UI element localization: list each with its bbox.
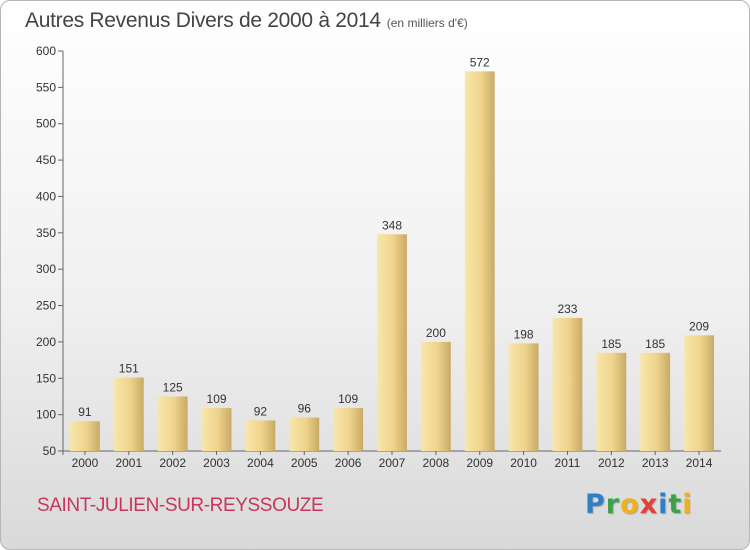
bar-2006 — [333, 408, 364, 451]
value-label-2007: 348 — [382, 218, 402, 232]
bar-2009 — [464, 71, 495, 451]
y-tick-label: 200 — [36, 335, 56, 349]
bar-2011 — [552, 317, 583, 451]
bar-2010 — [508, 343, 539, 451]
x-tick-label-2009: 2009 — [466, 456, 493, 470]
value-label-2002: 125 — [163, 380, 183, 394]
bar-2013 — [640, 352, 671, 451]
x-tick-label-2014: 2014 — [686, 456, 713, 470]
value-label-2011: 233 — [557, 302, 577, 316]
value-label-2010: 198 — [514, 327, 534, 341]
x-tick-label-2013: 2013 — [642, 456, 669, 470]
value-label-2008: 200 — [426, 326, 446, 340]
x-tick-label-2007: 2007 — [379, 456, 406, 470]
chart-title-text: Autres Revenus Divers de 2000 à 2014 — [25, 9, 381, 32]
value-label-2003: 109 — [207, 392, 227, 406]
x-tick-label-2001: 2001 — [115, 456, 142, 470]
bar-2007 — [377, 234, 407, 451]
y-tick-label: 500 — [36, 117, 56, 131]
x-tick-label-2010: 2010 — [510, 456, 537, 470]
chart-title: Autres Revenus Divers de 2000 à 2014 (en … — [25, 9, 468, 33]
y-tick-label: 100 — [36, 408, 56, 422]
y-tick-label: 50 — [43, 444, 57, 458]
value-label-2004: 92 — [254, 404, 268, 418]
x-tick-label-2006: 2006 — [335, 456, 362, 470]
value-label-2009: 572 — [470, 55, 490, 69]
bar-2002 — [157, 396, 188, 451]
y-tick-label: 350 — [36, 226, 56, 240]
value-label-2013: 185 — [645, 337, 665, 351]
value-label-2001: 151 — [119, 362, 139, 376]
y-tick-label: 150 — [36, 371, 56, 385]
value-label-2000: 91 — [78, 405, 92, 419]
y-tick-label: 250 — [36, 299, 56, 313]
x-tick-label-2008: 2008 — [423, 456, 450, 470]
x-tick-label-2003: 2003 — [203, 456, 230, 470]
x-tick-label-2012: 2012 — [598, 456, 625, 470]
logo-letter: P — [585, 489, 606, 520]
bar-2012 — [596, 352, 627, 451]
value-label-2005: 96 — [298, 402, 312, 416]
logo-letter: x — [639, 489, 659, 520]
value-label-2012: 185 — [601, 337, 621, 351]
logo-letter: o — [620, 489, 640, 520]
bar-2000 — [70, 421, 100, 451]
value-label-2014: 209 — [689, 319, 709, 333]
y-tick-label: 400 — [36, 189, 56, 203]
bar-2014 — [684, 335, 714, 451]
bar-2004 — [245, 420, 276, 451]
proxiti-logo: Proxiti — [585, 489, 693, 520]
x-tick-label-2011: 2011 — [555, 456, 581, 470]
bar-2005 — [289, 417, 320, 451]
chart-labels: 50 100 150 200 250 300 350 400 450 500 550 600 91 200… — [36, 44, 713, 470]
chart-subtitle: (en milliers d'€) — [386, 16, 468, 30]
logo-letter: t — [668, 489, 683, 520]
x-tick-label-2005: 2005 — [291, 456, 318, 470]
bar-2003 — [201, 408, 232, 451]
bar-2008 — [420, 341, 451, 451]
logo-letter: i — [682, 489, 693, 520]
x-tick-label-2000: 2000 — [72, 456, 99, 470]
y-tick-label: 300 — [36, 262, 56, 276]
y-tick-label: 450 — [36, 153, 56, 167]
commune-name: SAINT-JULIEN-SUR-REYSSOUZE — [37, 495, 324, 516]
x-tick-label-2004: 2004 — [247, 456, 274, 470]
chart-bars — [70, 71, 714, 451]
y-tick-label: 550 — [36, 80, 56, 94]
y-tick-label: 600 — [36, 44, 56, 58]
logo-letter: i — [658, 489, 669, 520]
value-label-2006: 109 — [338, 392, 358, 406]
bar-2001 — [113, 377, 144, 451]
x-tick-label-2002: 2002 — [159, 456, 186, 470]
logo-letter: r — [605, 489, 621, 520]
